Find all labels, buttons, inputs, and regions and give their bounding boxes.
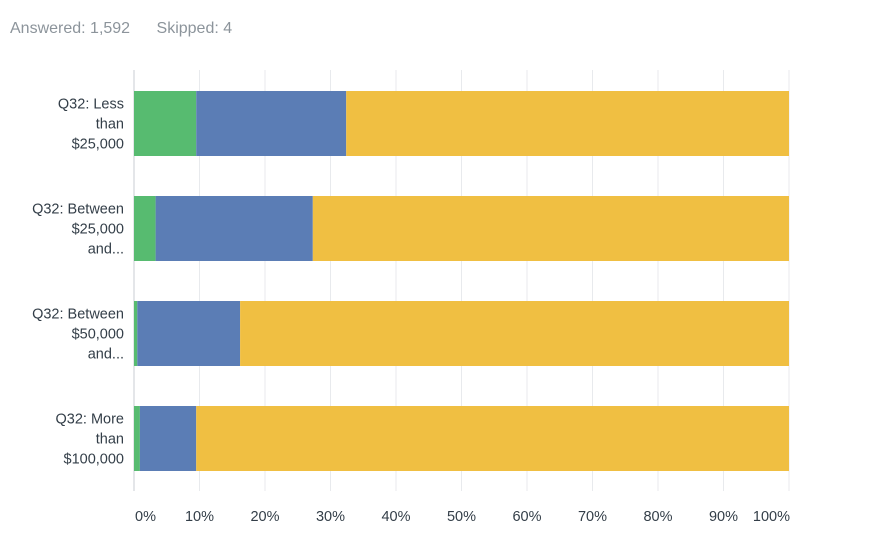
category-labels: Q32: Less than $25,000 Q32: Between $25,000 a… xyxy=(32,97,124,468)
x-tick-label: 40% xyxy=(381,509,410,525)
bar-segment xyxy=(134,196,156,261)
bar-segment xyxy=(196,406,790,471)
x-tick-label: 60% xyxy=(512,509,541,525)
x-tick-label: 30% xyxy=(316,509,345,525)
answered-count: Answered: 1,592 xyxy=(10,20,131,37)
bar-segment xyxy=(196,91,347,156)
bar-segment xyxy=(139,406,197,471)
x-tick-label: 20% xyxy=(250,509,279,525)
category-label: Q32: More than $100,000 xyxy=(56,412,125,468)
x-tick-label: 80% xyxy=(643,509,672,525)
chart-bars xyxy=(134,91,790,471)
x-tick-label: 70% xyxy=(578,509,607,525)
x-tick-label: 90% xyxy=(709,509,738,525)
bar-segment xyxy=(240,301,790,366)
bar-segment xyxy=(134,406,140,471)
bar-segment xyxy=(134,91,197,156)
x-tick-label: 10% xyxy=(185,509,214,525)
x-tick-label: 0% xyxy=(135,509,156,525)
bar-segment xyxy=(155,196,313,261)
x-tick-label: 50% xyxy=(447,509,476,525)
x-tick-label: 100% xyxy=(753,509,790,525)
category-label: Q32: Between $50,000 and... xyxy=(32,307,124,363)
category-label: Q32: Less than $25,000 xyxy=(58,97,124,153)
bar-segment xyxy=(346,91,789,156)
bar-segment xyxy=(137,301,241,366)
bar-segment xyxy=(312,196,789,261)
x-axis-ticks: 0% 10% 20% 30% 40% 50% 60% 70% 80% 90% 100% xyxy=(135,509,790,525)
bar-segment xyxy=(134,301,138,366)
skipped-count: Skipped: 4 xyxy=(156,20,233,37)
response-summary: Answered: 1,592 Skipped: 4 xyxy=(10,20,254,38)
category-label: Q32: Between $25,000 and... xyxy=(32,202,124,258)
